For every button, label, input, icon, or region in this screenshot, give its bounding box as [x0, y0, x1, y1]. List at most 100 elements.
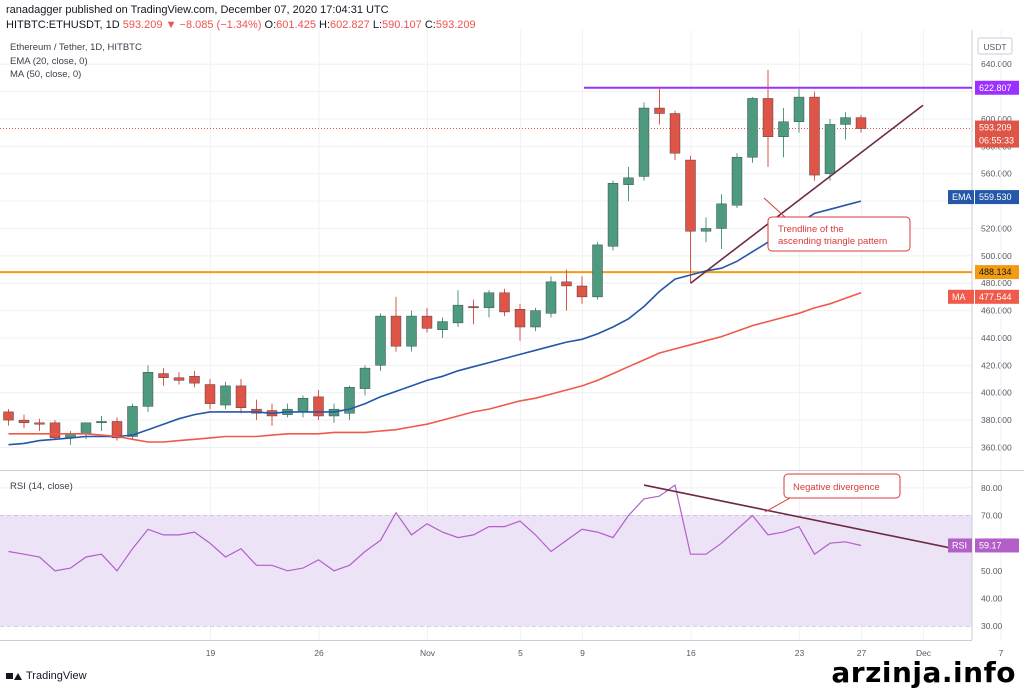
price-tags: 622.807593.20906:55:33559.530EMA488.1344…: [948, 80, 1019, 553]
candle-body: [96, 421, 107, 424]
x-tick-label: Dec: [916, 648, 932, 658]
price-tick-label: 640.000: [981, 59, 1012, 69]
candle-body: [793, 96, 805, 122]
candle-body: [313, 396, 324, 417]
candle-body: [483, 292, 495, 309]
low-value: 590.107: [382, 19, 422, 31]
candle-body: [390, 315, 402, 347]
candle-body: [654, 107, 665, 114]
currency-label: USDT: [983, 42, 1006, 52]
candle-body: [685, 159, 696, 232]
publisher-line: ranadagger published on TradingView.com,…: [6, 4, 389, 16]
x-tick-label: 9: [580, 648, 585, 658]
x-tick-label: Nov: [420, 648, 436, 658]
down-arrow-icon: ▼: [165, 19, 177, 31]
candle-body: [576, 285, 588, 298]
open-label: O:: [264, 19, 277, 31]
candle-body: [189, 376, 200, 384]
last-price: 593.209: [122, 19, 163, 31]
candle-body: [623, 177, 634, 185]
ema-line: [8, 200, 862, 446]
high-label: H:: [319, 19, 330, 31]
candle-body: [499, 292, 510, 313]
candle-body: [561, 281, 572, 287]
x-tick-label: 23: [795, 648, 805, 658]
rsi-legend: RSI (14, close): [10, 481, 73, 492]
symbol-label: HITBTC:ETHUSDT, 1D: [6, 19, 120, 31]
price-tick-label: 500.000: [981, 251, 1012, 261]
rsi-value-tag: [975, 538, 1019, 553]
price-tag-label: 488.134: [979, 267, 1012, 277]
candle-body: [840, 117, 851, 125]
price-tick-label: 600.000: [981, 114, 1012, 124]
divergence-callout-pointer: [764, 497, 791, 513]
rsi-name-label: RSI: [952, 540, 967, 550]
candle-body: [359, 367, 371, 389]
price-tag-ema: [975, 190, 1019, 205]
price-tag-resistance: [975, 80, 1019, 95]
candle-body: [545, 281, 557, 314]
tradingview-icon: [6, 671, 22, 681]
rsi-line: [8, 484, 862, 572]
candle-body: [468, 306, 479, 309]
trendline: [690, 104, 924, 284]
watermark: arzinja.info: [831, 656, 1016, 689]
price-tag-label: 559.530: [979, 192, 1012, 202]
price-change: −8.085 (−1.34%): [179, 19, 262, 31]
price-chart[interactable]: 360.000 380.000 400.000 420.000 440.000 460.0…: [0, 30, 1024, 670]
price-tag-label: 622.807: [979, 83, 1012, 93]
price-tag-timer: [975, 133, 1019, 148]
series-name-tag: [948, 289, 974, 304]
candle-body: [158, 373, 169, 378]
rsi-tick-label: 80.00: [981, 483, 1003, 493]
candle-body: [607, 183, 619, 247]
ema-legend: EMA (20, close, 0): [10, 56, 88, 67]
candle-body: [778, 121, 789, 137]
low-label: L:: [372, 19, 383, 31]
candle-body: [49, 422, 61, 439]
rsi-divergence-line: [643, 484, 955, 550]
x-tick-label: 27: [857, 648, 867, 658]
tradingview-brand: TradingView: [26, 670, 87, 682]
legend-labels: Ethereum / Tether, 1D, HITBTC EMA (20, c…: [10, 42, 142, 492]
price-tag-label: 06:55:33: [979, 136, 1014, 146]
series-name-label: MA: [952, 292, 966, 302]
price-tick-label: 460.000: [981, 306, 1012, 316]
candle-body: [452, 304, 464, 324]
candle-body: [731, 157, 743, 206]
rsi-name-tag: [948, 538, 972, 553]
candle-body: [530, 310, 541, 328]
x-tick-label: 16: [686, 648, 696, 658]
divergence-callout-text: Negative divergence: [793, 482, 880, 493]
trendline-callout-pointer: [763, 197, 786, 218]
candle-body: [809, 96, 820, 176]
candle-body: [669, 113, 681, 154]
indicator-lines: [8, 200, 862, 572]
candle-body: [80, 422, 92, 434]
candle-body: [344, 387, 355, 414]
trendline-callout-box: [767, 216, 911, 252]
candle-body: [747, 98, 758, 158]
tradingview-logo[interactable]: TradingView: [6, 670, 87, 682]
candle-body: [111, 421, 123, 439]
price-tick-label: 480.000: [981, 278, 1012, 288]
close-value: 593.209: [435, 19, 476, 31]
rsi-tick-label: 50.00: [981, 566, 1003, 576]
rsi-tick-label: 70.00: [981, 511, 1003, 521]
price-tag-ma: [975, 289, 1019, 304]
chart-title: Ethereum / Tether, 1D, HITBTC: [10, 42, 142, 53]
candle-body: [762, 98, 774, 137]
price-tick-label: 380.000: [981, 415, 1012, 425]
candle-body: [142, 371, 154, 407]
candle-body: [700, 228, 712, 232]
axes: USDT: [0, 30, 1024, 641]
price-tag-support: [975, 265, 1019, 280]
candle-body: [34, 422, 45, 425]
series-name-tag: [948, 190, 974, 205]
candle-body: [127, 406, 138, 437]
candle-body: [375, 315, 386, 366]
rsi-tick-label: 30.00: [981, 621, 1003, 631]
close-label: C:: [424, 19, 436, 31]
candle-body: [235, 385, 247, 408]
